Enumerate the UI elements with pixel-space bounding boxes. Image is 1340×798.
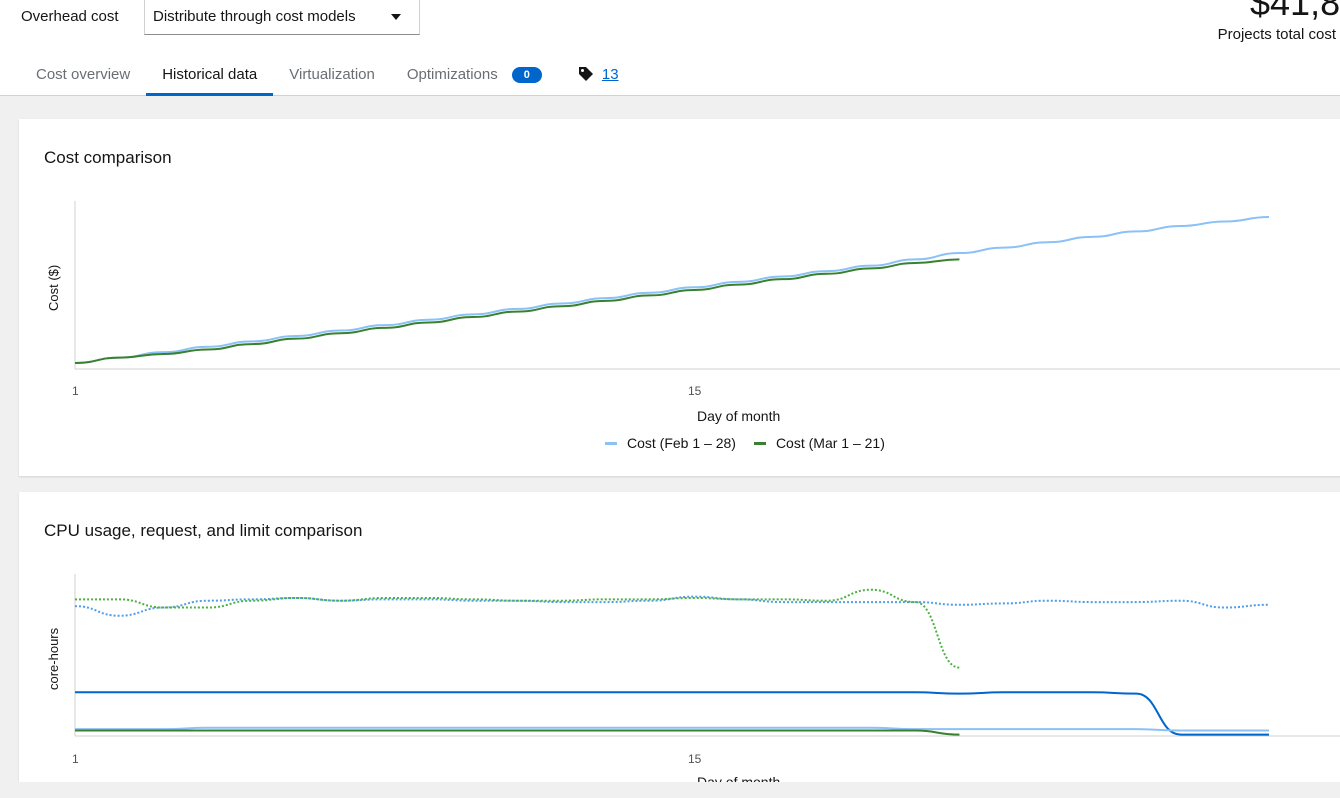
tab-virtualization[interactable]: Virtualization — [273, 56, 391, 95]
cost-chart-legend: Cost (Feb 1 – 28) Cost (Mar 1 – 21) — [605, 435, 885, 451]
legend-item-mar[interactable]: Cost (Mar 1 – 21) — [753, 435, 885, 451]
cost-comparison-card: Cost comparison Cost ($) 1 15 Day of mon… — [19, 119, 1340, 476]
cost-chart-xlabel: Day of month — [697, 408, 781, 424]
series-line-1[interactable] — [74, 588, 960, 669]
tab-label: Historical data — [162, 66, 258, 83]
cpu-chart-xtick-1: 1 — [72, 752, 79, 766]
caret-down-icon — [391, 14, 401, 20]
projects-total-label: Projects total cost — [1217, 26, 1336, 43]
legend-label-mar: Cost (Mar 1 – 21) — [775, 435, 885, 451]
legend-item-feb[interactable]: Cost (Feb 1 – 28) — [605, 435, 736, 451]
series-line-0[interactable] — [74, 216, 1270, 364]
tab-optimizations[interactable]: Optimizations 0 — [391, 56, 558, 95]
tag-icon — [578, 67, 593, 81]
projects-total-amount: $41,8 — [1250, 0, 1340, 23]
tab-label: Cost overview — [36, 66, 131, 83]
cost-chart-xtick-15: 15 — [688, 384, 702, 398]
tab-label: Virtualization — [289, 66, 375, 83]
series-line-4[interactable] — [75, 729, 960, 736]
overhead-cost-select[interactable]: Distribute through cost models — [144, 0, 420, 35]
tab-cost-overview[interactable]: Cost overview — [20, 56, 146, 95]
overhead-cost-label: Overhead cost — [21, 8, 119, 25]
legend-swatch-feb — [605, 441, 617, 445]
page-bottom-strip — [0, 782, 1340, 798]
series-line-1[interactable] — [74, 258, 960, 364]
tags-count-link[interactable]: 13 — [601, 66, 619, 83]
optimizations-count-badge: 0 — [511, 67, 542, 83]
legend-swatch-mar — [753, 441, 766, 445]
cpu-comparison-title: CPU usage, request, and limit comparison — [44, 521, 363, 540]
top-toolbar: Overhead cost Distribute through cost mo… — [0, 0, 1340, 96]
tab-tags[interactable]: 13 — [558, 56, 635, 95]
tab-bar: Cost overview Historical data Virtualiza… — [20, 56, 635, 96]
legend-label-feb: Cost (Feb 1 – 28) — [627, 435, 736, 451]
cpu-chart-xtick-15: 15 — [688, 752, 702, 766]
series-line-3[interactable] — [74, 726, 1269, 732]
cost-chart-xtick-1: 1 — [72, 384, 79, 398]
series-line-2[interactable] — [75, 691, 1269, 736]
cpu-comparison-chart — [74, 574, 1340, 737]
overhead-cost-select-value: Distribute through cost models — [153, 8, 356, 25]
cost-comparison-title: Cost comparison — [44, 148, 172, 167]
tab-historical-data[interactable]: Historical data — [146, 56, 274, 96]
cpu-comparison-card: CPU usage, request, and limit comparison… — [19, 492, 1340, 790]
cost-comparison-chart — [74, 201, 1340, 370]
tab-label: Optimizations — [406, 66, 498, 83]
series-line-0[interactable] — [74, 595, 1270, 617]
